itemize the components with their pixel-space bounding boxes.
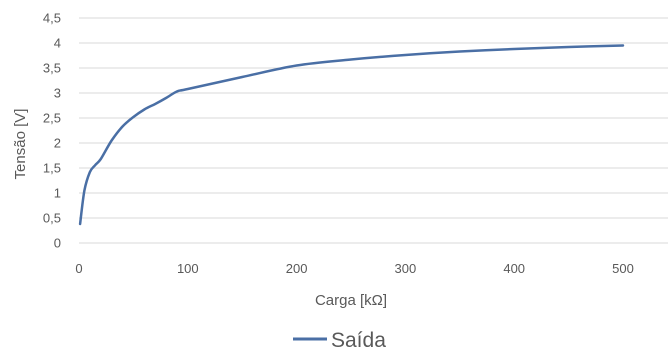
y-tick-label: 3,5: [43, 61, 61, 76]
y-tick-label: 4: [54, 36, 61, 51]
y-tick-label: 0,5: [43, 211, 61, 226]
y-axis-tick-labels: 0 0,5 1 1,5 2 2,5 3 3,5 4 4,5: [43, 11, 61, 251]
legend-label-saida: Saída: [331, 329, 386, 352]
x-tick-label: 200: [286, 261, 308, 276]
y-tick-label: 2: [54, 136, 61, 151]
y-tick-label: 2,5: [43, 111, 61, 126]
y-tick-label: 1: [54, 186, 61, 201]
x-axis-title: Carga [kΩ]: [315, 292, 387, 309]
x-axis-tick-labels: 0 100 200 300 400 500: [75, 261, 633, 276]
x-tick-label: 300: [395, 261, 417, 276]
y-tick-label: 3: [54, 86, 61, 101]
y-tick-label: 0: [54, 236, 61, 251]
x-tick-label: 100: [177, 261, 199, 276]
legend: Saída: [293, 329, 386, 352]
y-tick-label: 1,5: [43, 161, 61, 176]
y-axis-title: Tensão [V]: [12, 109, 29, 180]
x-tick-label: 400: [503, 261, 525, 276]
series-layer: [78, 44, 625, 226]
x-tick-label: 0: [75, 261, 82, 276]
series-line-0: [78, 44, 625, 226]
y-tick-label: 4,5: [43, 11, 61, 26]
gridlines: [79, 17, 668, 219]
x-tick-label: 500: [612, 261, 634, 276]
